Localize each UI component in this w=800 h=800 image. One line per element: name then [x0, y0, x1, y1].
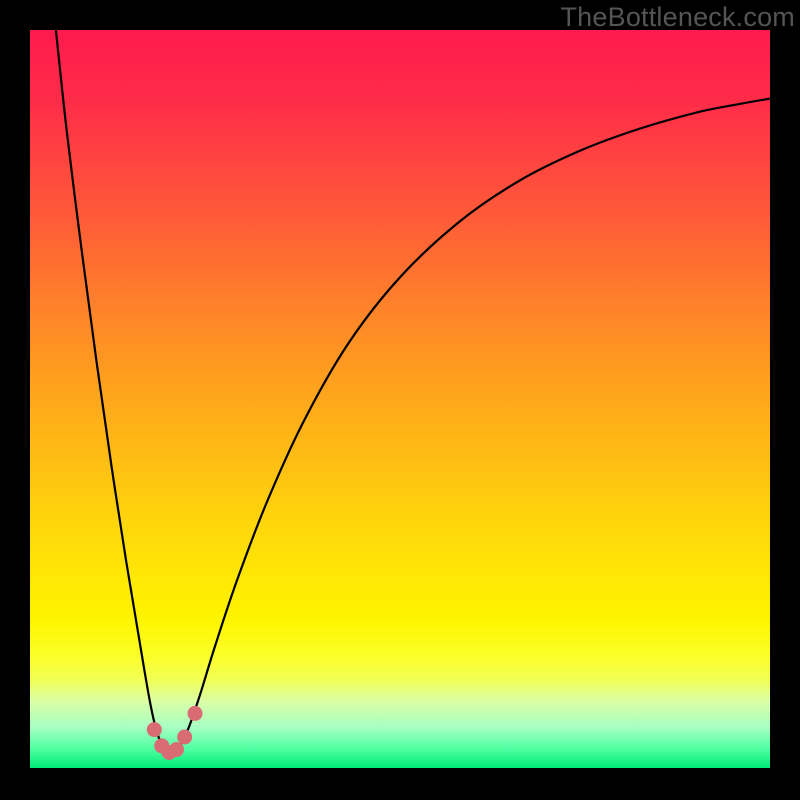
curve-marker — [188, 706, 203, 721]
bottleneck-curve — [56, 30, 770, 753]
curve-layer — [0, 0, 800, 800]
curve-marker — [169, 742, 184, 757]
curve-marker — [177, 730, 192, 745]
curve-marker — [147, 722, 162, 737]
